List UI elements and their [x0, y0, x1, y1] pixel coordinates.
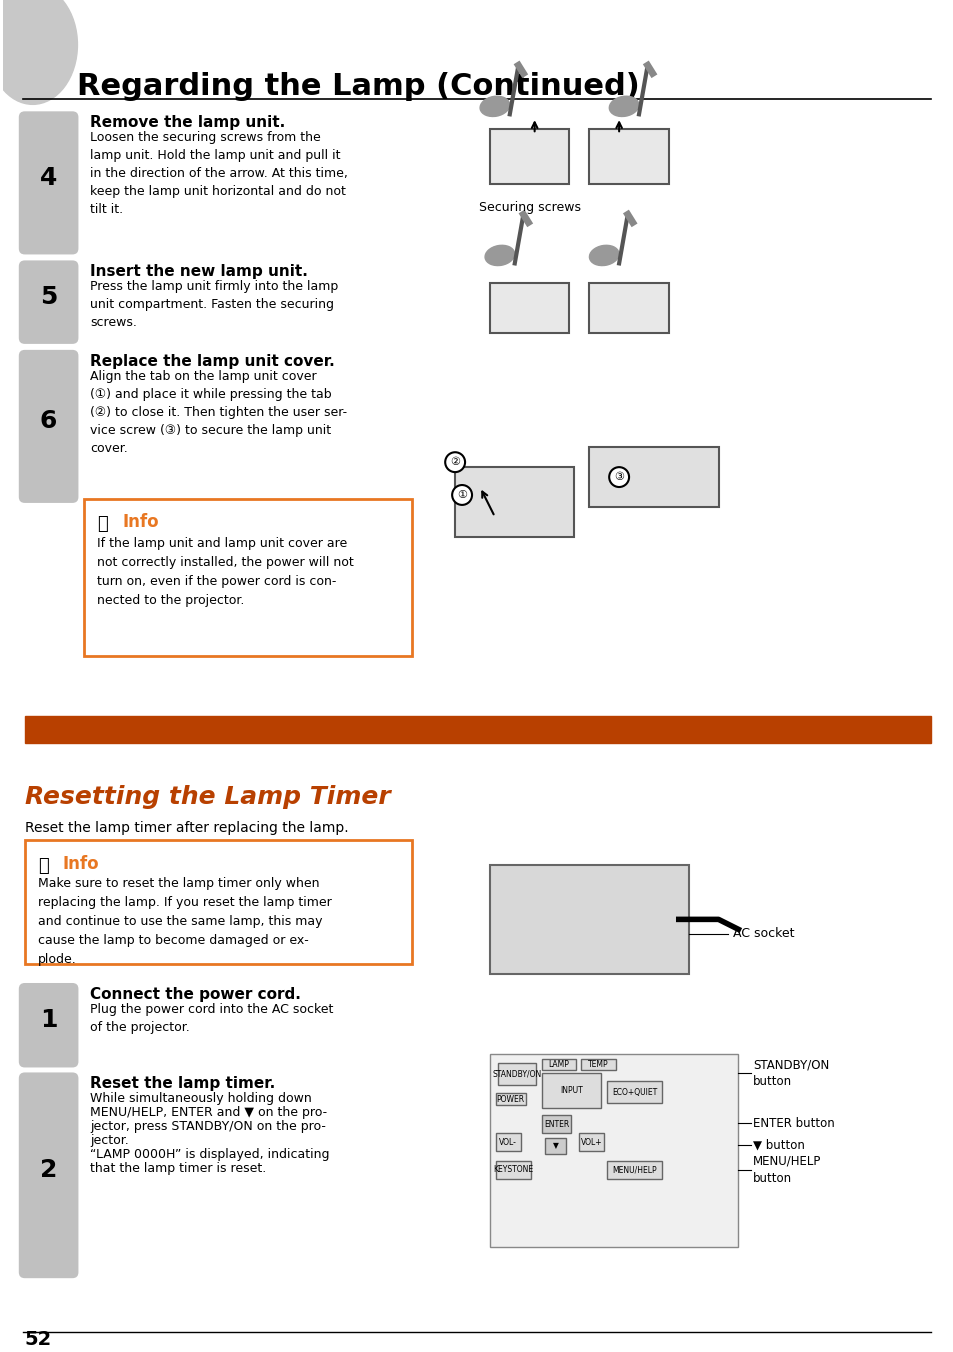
- Bar: [490, 865, 688, 973]
- Bar: [541, 1073, 600, 1109]
- Ellipse shape: [484, 245, 514, 265]
- Bar: [544, 1138, 566, 1155]
- Text: Info: Info: [122, 512, 158, 531]
- Text: Plug the power cord into the AC socket
of the projector.: Plug the power cord into the AC socket o…: [91, 1003, 334, 1034]
- Circle shape: [609, 468, 628, 487]
- Text: that the lamp timer is reset.: that the lamp timer is reset.: [91, 1161, 266, 1175]
- Text: TEMP: TEMP: [588, 1060, 608, 1069]
- Bar: [455, 468, 574, 537]
- Text: Press the lamp unit firmly into the lamp
unit compartment. Fasten the securing
s: Press the lamp unit firmly into the lamp…: [91, 280, 338, 330]
- Bar: [496, 1161, 530, 1179]
- Text: ▼ button: ▼ button: [753, 1138, 804, 1152]
- Bar: [490, 284, 569, 333]
- FancyBboxPatch shape: [19, 111, 78, 254]
- Bar: [589, 130, 668, 184]
- Text: STANDBY/ON
button: STANDBY/ON button: [753, 1059, 829, 1088]
- Text: 📕: 📕: [97, 515, 108, 533]
- Text: 6: 6: [40, 410, 57, 434]
- Text: jector.: jector.: [91, 1134, 129, 1146]
- Text: INPUT: INPUT: [559, 1086, 582, 1095]
- Text: VOL-: VOL-: [498, 1137, 517, 1146]
- Text: jector, press STANDBY/ON on the pro-: jector, press STANDBY/ON on the pro-: [91, 1121, 326, 1133]
- Text: ②: ②: [450, 457, 459, 468]
- Bar: [490, 130, 569, 184]
- Text: Remove the lamp unit.: Remove the lamp unit.: [91, 115, 285, 130]
- Bar: [541, 1059, 576, 1071]
- Text: Align the tab on the lamp unit cover
(①) and place it while pressing the tab
(②): Align the tab on the lamp unit cover (①)…: [91, 369, 347, 454]
- FancyBboxPatch shape: [19, 1072, 78, 1278]
- Bar: [606, 1082, 661, 1103]
- Text: MENU/HELP
button: MENU/HELP button: [753, 1155, 821, 1184]
- Text: 52: 52: [25, 1330, 52, 1349]
- Text: Make sure to reset the lamp timer only when
replacing the lamp. If you reset the: Make sure to reset the lamp timer only w…: [38, 876, 331, 965]
- Text: 2: 2: [40, 1159, 57, 1183]
- Text: ECO+QUIET: ECO+QUIET: [611, 1088, 657, 1096]
- Bar: [589, 448, 718, 507]
- Ellipse shape: [589, 245, 618, 265]
- Text: VOL+: VOL+: [580, 1137, 602, 1146]
- Text: ENTER button: ENTER button: [753, 1117, 834, 1130]
- Text: Insert the new lamp unit.: Insert the new lamp unit.: [91, 265, 308, 280]
- Text: ①: ①: [456, 489, 467, 500]
- Bar: [496, 1133, 520, 1151]
- Text: Replace the lamp unit cover.: Replace the lamp unit cover.: [91, 354, 335, 369]
- Bar: [541, 1115, 571, 1133]
- FancyBboxPatch shape: [19, 261, 78, 343]
- Text: Resetting the Lamp Timer: Resetting the Lamp Timer: [25, 786, 390, 810]
- Text: Loosen the securing screws from the
lamp unit. Hold the lamp unit and pull it
in: Loosen the securing screws from the lamp…: [91, 131, 348, 216]
- Text: Securing screws: Securing screws: [478, 200, 580, 214]
- Text: KEYSTONE: KEYSTONE: [493, 1165, 533, 1175]
- Bar: [490, 1053, 738, 1248]
- Text: “LAMP 0000H” is displayed, indicating: “LAMP 0000H” is displayed, indicating: [91, 1148, 330, 1161]
- Text: ③: ③: [614, 472, 623, 483]
- Bar: [589, 284, 668, 333]
- FancyBboxPatch shape: [84, 499, 412, 656]
- FancyBboxPatch shape: [25, 840, 412, 964]
- Text: Connect the power cord.: Connect the power cord.: [91, 987, 301, 1002]
- FancyBboxPatch shape: [19, 350, 78, 503]
- Text: Reset the lamp timer after replacing the lamp.: Reset the lamp timer after replacing the…: [25, 821, 348, 836]
- Bar: [606, 1161, 661, 1179]
- Text: MENU/HELP, ENTER and ▼ on the pro-: MENU/HELP, ENTER and ▼ on the pro-: [91, 1106, 327, 1119]
- Text: 5: 5: [40, 285, 57, 310]
- Text: POWER: POWER: [497, 1095, 524, 1103]
- Text: While simultaneously holding down: While simultaneously holding down: [91, 1092, 312, 1106]
- Text: Reset the lamp timer.: Reset the lamp timer.: [91, 1076, 275, 1091]
- Bar: [578, 1133, 603, 1151]
- Bar: [580, 1059, 616, 1071]
- Ellipse shape: [479, 96, 509, 116]
- Ellipse shape: [0, 0, 77, 104]
- Circle shape: [452, 485, 472, 504]
- Bar: [25, 715, 930, 744]
- Text: 4: 4: [40, 166, 57, 189]
- Text: AC socket: AC socket: [733, 927, 794, 941]
- Text: Regarding the Lamp (Continued): Regarding the Lamp (Continued): [77, 72, 639, 100]
- Bar: [496, 1094, 525, 1105]
- Text: ▼: ▼: [552, 1141, 558, 1151]
- Bar: [497, 1064, 535, 1086]
- Text: ENTER: ENTER: [543, 1119, 569, 1129]
- Text: MENU/HELP: MENU/HELP: [612, 1165, 657, 1175]
- Ellipse shape: [609, 96, 639, 116]
- Text: If the lamp unit and lamp unit cover are
not correctly installed, the power will: If the lamp unit and lamp unit cover are…: [97, 537, 354, 607]
- Text: 📕: 📕: [38, 857, 49, 875]
- Circle shape: [445, 452, 464, 472]
- FancyBboxPatch shape: [19, 983, 78, 1068]
- Text: 1: 1: [40, 1009, 57, 1033]
- Text: Info: Info: [63, 854, 99, 873]
- Text: LAMP: LAMP: [548, 1060, 569, 1069]
- Text: STANDBY/ON: STANDBY/ON: [492, 1069, 540, 1079]
